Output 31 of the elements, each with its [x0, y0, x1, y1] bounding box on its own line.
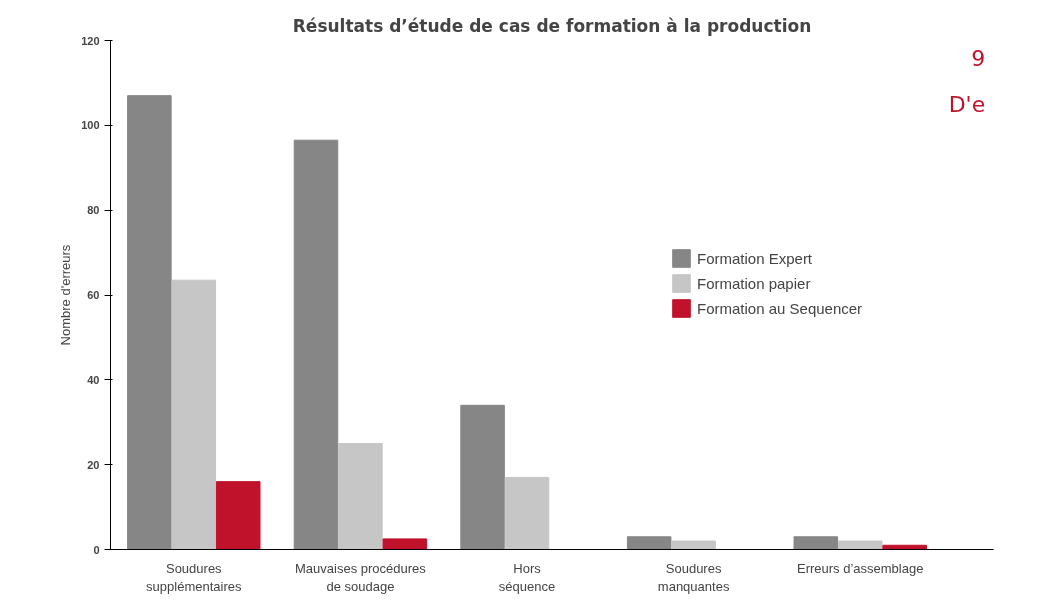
bar — [626, 536, 672, 550]
bar — [127, 95, 172, 550]
y-tick-label: 100 — [81, 119, 100, 132]
bar — [837, 540, 883, 550]
bar — [171, 279, 217, 550]
x-tick-label: Erreurs d’assemblage — [796, 560, 924, 576]
bar — [671, 540, 716, 550]
y-tick-label: 60 — [87, 289, 100, 301]
y-tick-label: 120 — [81, 34, 100, 47]
y-tick-label: 80 — [87, 204, 100, 217]
legend-label: Formation au Sequencer — [697, 299, 863, 317]
x-tick-label: Mauvaises procédures de soudage — [295, 560, 427, 594]
bar — [293, 139, 339, 550]
bar — [338, 442, 383, 550]
bar — [215, 481, 261, 550]
annotation: 9 — [971, 45, 986, 71]
x-tick-label: Soudures supplémentaires — [146, 560, 242, 594]
y-tick-label: 20 — [87, 458, 100, 471]
bar — [460, 404, 505, 550]
bar — [504, 476, 550, 550]
chart-title: Résultats d’étude de cas de formation à la production — [292, 15, 812, 36]
y-tick-label: 40 — [87, 373, 100, 386]
x-tick-label: Hors séquence — [498, 560, 556, 594]
annotation: D'e — [948, 91, 986, 117]
bar — [793, 536, 839, 550]
y-tick-label: 0 — [93, 543, 100, 556]
y-axis-title: Nombre d'erreurs — [58, 244, 74, 346]
bar — [382, 538, 428, 550]
legend-label: Formation papier — [697, 274, 811, 292]
x-tick-label: Soudures manquantes — [657, 560, 730, 594]
legend-label: Formation Expert — [697, 249, 813, 267]
